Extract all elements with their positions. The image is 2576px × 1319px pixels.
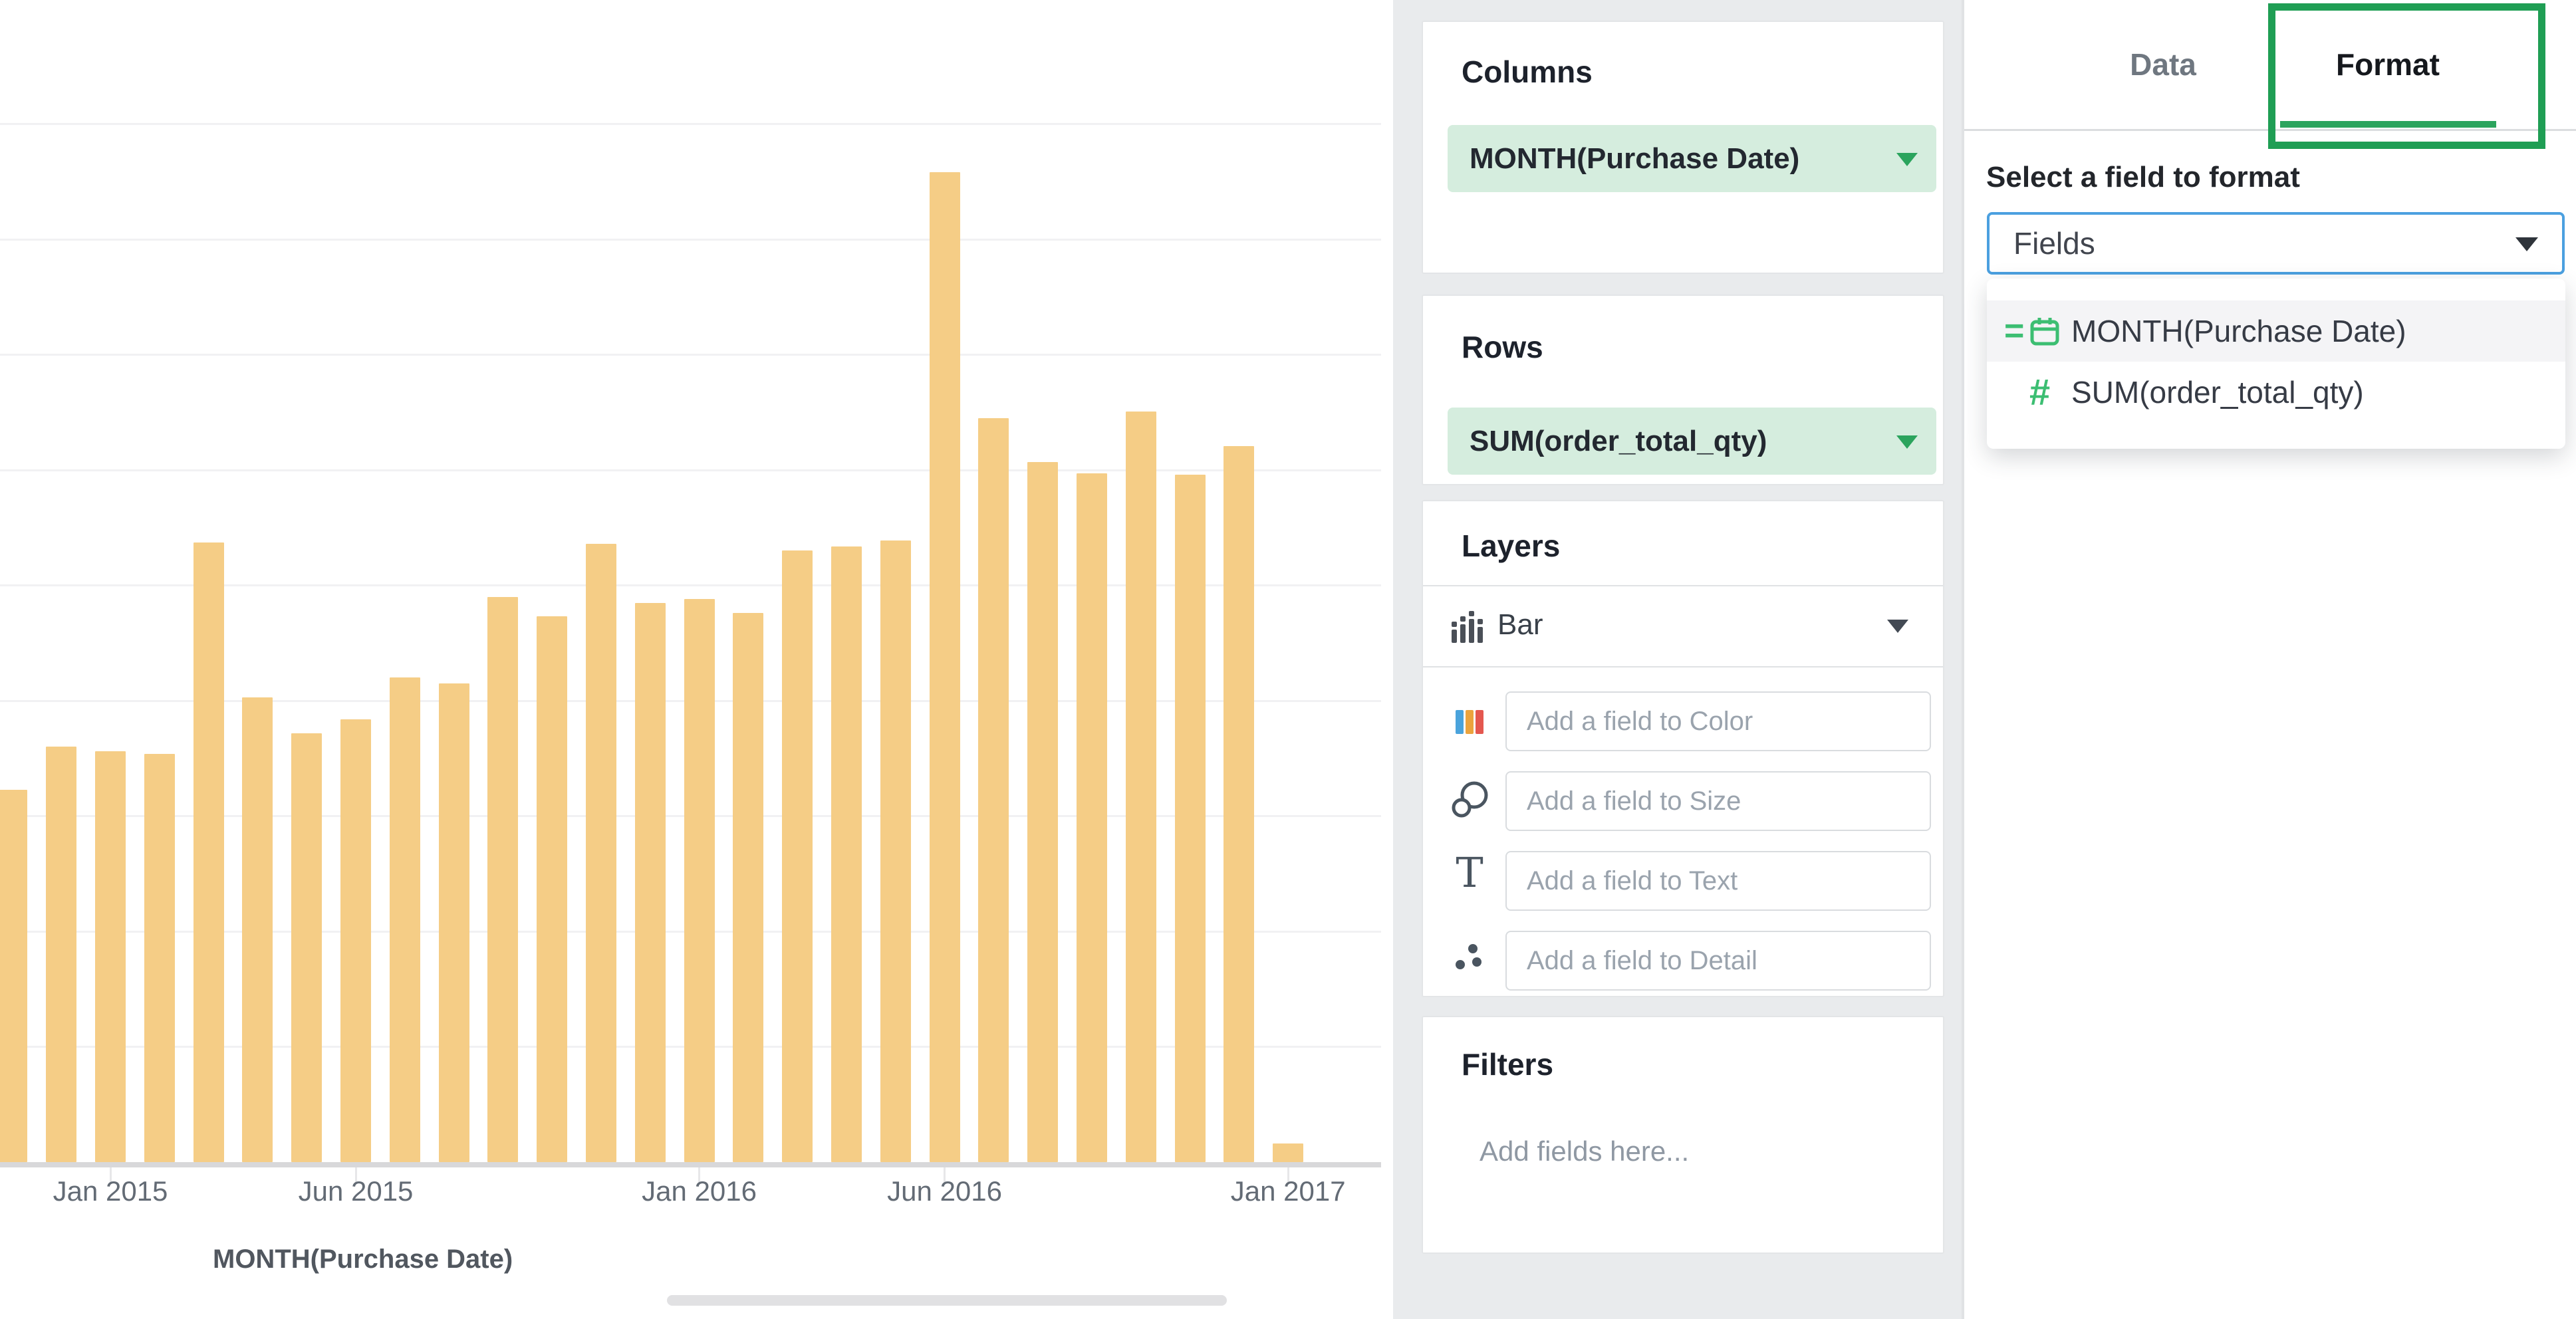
columns-field-pill[interactable]: MONTH(Purchase Date) bbox=[1448, 125, 1936, 192]
tick-mark bbox=[354, 1167, 357, 1182]
divider bbox=[1423, 585, 1943, 586]
chevron-down-icon bbox=[1896, 153, 1918, 166]
bar-2014-12[interactable] bbox=[46, 747, 77, 1162]
bar-2015-02[interactable] bbox=[144, 753, 175, 1162]
bar-2015-09[interactable] bbox=[487, 596, 519, 1162]
columns-card: Columns MONTH(Purchase Date) bbox=[1422, 21, 1944, 274]
layers-title: Layers bbox=[1462, 529, 1561, 563]
text-icon: T bbox=[1456, 848, 1483, 897]
menu-item-sum-order-total-qty[interactable]: # SUM(order_total_qty) bbox=[1987, 362, 2565, 423]
field-select-dropdown[interactable]: Fields bbox=[1987, 212, 2565, 275]
x-axis-line bbox=[0, 1162, 1381, 1167]
gridline bbox=[0, 469, 1381, 471]
text-field-input[interactable] bbox=[1505, 851, 1931, 911]
filters-drop-zone[interactable]: Add fields here... bbox=[1480, 1136, 1690, 1167]
bar-2015-12[interactable] bbox=[634, 602, 666, 1162]
bar-2016-10[interactable] bbox=[1125, 411, 1156, 1162]
horizontal-scrollbar-thumb[interactable] bbox=[667, 1295, 1227, 1306]
bar-2016-06[interactable] bbox=[929, 172, 960, 1162]
bar-chart-icon bbox=[1452, 611, 1483, 643]
bar-2015-07[interactable] bbox=[389, 677, 420, 1162]
bar-2016-01[interactable] bbox=[684, 599, 715, 1162]
bar-2016-12[interactable] bbox=[1224, 445, 1255, 1162]
tick-label: Jan 2017 bbox=[1230, 1175, 1346, 1207]
x-axis-title: MONTH(Purchase Date) bbox=[213, 1245, 513, 1274]
columns-field-label: MONTH(Purchase Date) bbox=[1470, 142, 1800, 175]
bar-2016-03[interactable] bbox=[782, 550, 813, 1162]
bar-2017-01[interactable] bbox=[1273, 1143, 1304, 1162]
tab-data[interactable]: Data bbox=[2130, 47, 2196, 82]
bar-2014-11[interactable] bbox=[0, 789, 28, 1162]
bar-2016-02[interactable] bbox=[733, 613, 764, 1162]
hash-icon: # bbox=[2029, 371, 2051, 413]
layers-card: Layers Bar bbox=[1422, 500, 1944, 997]
gridline bbox=[0, 123, 1381, 125]
detail-dots-icon bbox=[1456, 944, 1481, 969]
columns-title: Columns bbox=[1462, 55, 1593, 89]
filters-title: Filters bbox=[1462, 1047, 1554, 1082]
tick-mark bbox=[1287, 1167, 1289, 1182]
chevron-down-icon bbox=[1887, 620, 1908, 633]
color-bars-icon bbox=[1456, 710, 1483, 734]
bar-2015-05[interactable] bbox=[291, 733, 322, 1162]
menu-item-label: SUM(order_total_qty) bbox=[2071, 375, 2364, 410]
calendar-icon bbox=[2030, 318, 2059, 346]
rows-field-pill[interactable]: SUM(order_total_qty) bbox=[1448, 408, 1936, 475]
tick-label: Jun 2015 bbox=[298, 1175, 414, 1207]
tick-label: Jan 2015 bbox=[53, 1175, 168, 1207]
active-tab-indicator bbox=[2280, 121, 2496, 128]
bar-2016-09[interactable] bbox=[1077, 473, 1107, 1162]
size-field-input[interactable] bbox=[1505, 771, 1931, 831]
tab-format[interactable]: Format bbox=[2336, 47, 2440, 82]
editor-panel: Columns MONTH(Purchase Date) Rows SUM(or… bbox=[1393, 0, 1962, 1319]
equals-icon: = bbox=[2004, 312, 2025, 350]
menu-item-month-purchase-date[interactable]: = MONTH(Purchase Date) bbox=[1987, 300, 2565, 362]
tick-label: Jan 2016 bbox=[642, 1175, 757, 1207]
chart-canvas: Jan 2015 Jun 2015 Jan 2016 Jun 2016 Jan 2017… bbox=[0, 123, 1381, 1306]
bar-2016-11[interactable] bbox=[1174, 474, 1206, 1162]
rows-field-label: SUM(order_total_qty) bbox=[1470, 425, 1767, 457]
tick-label: Jun 2016 bbox=[887, 1175, 1003, 1207]
size-circles-icon bbox=[1452, 781, 1488, 818]
bar-2015-11[interactable] bbox=[586, 544, 616, 1162]
tick-mark bbox=[109, 1167, 112, 1182]
divider bbox=[1423, 666, 1943, 667]
menu-item-label: MONTH(Purchase Date) bbox=[2071, 314, 2406, 348]
inspector-panel: Data Format Select a field to format Fie… bbox=[1962, 0, 2576, 1319]
field-select-menu: = MONTH(Purchase Date) # SUM(order_total… bbox=[1987, 279, 2565, 449]
bar-2015-03[interactable] bbox=[193, 542, 224, 1162]
tick-mark bbox=[944, 1167, 946, 1182]
chevron-down-icon bbox=[1896, 435, 1918, 449]
tick-mark bbox=[698, 1167, 701, 1182]
bar-2015-04[interactable] bbox=[242, 697, 273, 1162]
bar-2016-04[interactable] bbox=[831, 546, 862, 1162]
rows-card: Rows SUM(order_total_qty) bbox=[1422, 295, 1944, 485]
bar-2016-08[interactable] bbox=[1027, 461, 1059, 1162]
annotation-highlight-box bbox=[2268, 3, 2545, 149]
gridline bbox=[0, 584, 1381, 586]
detail-field-input[interactable] bbox=[1505, 931, 1931, 991]
bar-2015-08[interactable] bbox=[438, 683, 469, 1162]
field-format-label: Select a field to format bbox=[1986, 161, 2300, 193]
gridline bbox=[0, 354, 1381, 356]
field-select-value: Fields bbox=[2013, 226, 2095, 261]
rows-title: Rows bbox=[1462, 330, 1543, 364]
bar-2015-06[interactable] bbox=[340, 719, 371, 1162]
layer-type-value: Bar bbox=[1497, 608, 1543, 641]
bar-2016-07[interactable] bbox=[978, 418, 1009, 1162]
gridline bbox=[0, 238, 1381, 241]
bar-2015-10[interactable] bbox=[537, 616, 568, 1162]
bar-2016-05[interactable] bbox=[880, 540, 911, 1162]
chevron-down-icon bbox=[2515, 237, 2538, 251]
color-field-input[interactable] bbox=[1505, 691, 1931, 751]
layer-type-dropdown[interactable]: Bar bbox=[1423, 586, 1943, 666]
bar-2015-01[interactable] bbox=[95, 751, 126, 1162]
filters-card: Filters Add fields here... bbox=[1422, 1016, 1944, 1254]
